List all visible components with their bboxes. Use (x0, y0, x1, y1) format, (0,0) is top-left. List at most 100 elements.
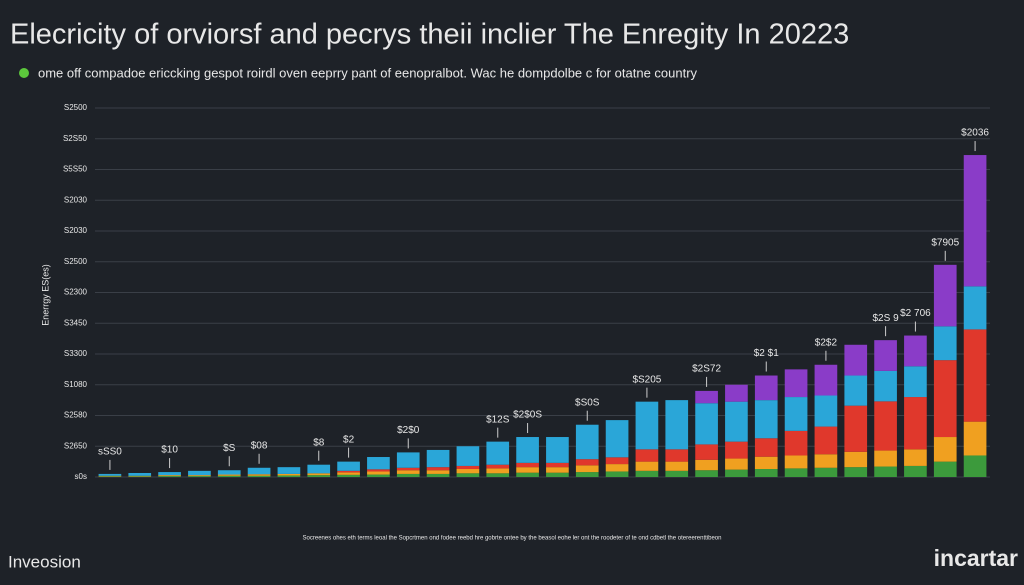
bar-segment (933, 461, 957, 477)
subtitle: ome off compadoe ericcking gespot roirdl… (38, 65, 698, 80)
bar-segment (277, 467, 301, 474)
bar-label: $10 (161, 445, 178, 456)
chart-title: Elecricity of orviorsf and pecrys theii … (10, 19, 849, 51)
bar-segment (546, 467, 569, 473)
y-tick-label: S1080 (64, 380, 88, 389)
bar-segment (486, 464, 510, 469)
bar-segment (665, 400, 689, 450)
bar-segment (874, 450, 897, 467)
bar-segment (963, 329, 987, 422)
bar-segment (635, 401, 659, 450)
y-tick-label: S2650 (64, 441, 88, 450)
bar-segment (516, 462, 539, 468)
bar-label: sSS0 (98, 447, 122, 458)
bar-segment (725, 401, 748, 442)
bar-segment (904, 465, 927, 477)
bar-segment (874, 466, 897, 477)
bar-segment (128, 476, 152, 477)
footnote: Socreenes ohes eth terms leoal the Sopcr… (303, 536, 722, 542)
bar-segment (486, 473, 510, 477)
bar-segment (695, 390, 718, 404)
bar-segment (486, 441, 510, 465)
bar-segment (784, 397, 808, 431)
bar-segment (665, 461, 689, 471)
bar-segment (754, 400, 778, 439)
bar-label: $2$0 (397, 425, 420, 436)
bar-segment (605, 464, 629, 472)
bar-segment (963, 455, 987, 477)
bar-segment (575, 424, 599, 460)
bar-segment (605, 420, 629, 458)
bar-label: $2 706 (900, 308, 931, 319)
bar-segment (546, 472, 569, 477)
bar-segment (396, 452, 420, 468)
y-tick-label: S2030 (64, 195, 88, 204)
bar-label: $08 (251, 440, 268, 451)
bar-segment (516, 467, 539, 473)
bar-segment (217, 474, 241, 476)
bar-segment (426, 473, 450, 477)
bar-segment (247, 474, 271, 476)
bar-segment (635, 449, 659, 462)
bar-segment (784, 468, 808, 477)
bar-segment (516, 437, 539, 463)
bar-segment (367, 469, 390, 472)
bar-segment (904, 366, 927, 398)
bar-segment (367, 474, 390, 477)
bar-segment (904, 449, 927, 466)
bar-segment (695, 470, 718, 477)
y-tick-label: S3450 (64, 318, 88, 327)
bar-segment (725, 458, 748, 470)
bar-label: $2$2 (815, 337, 838, 348)
bar-segment (307, 464, 331, 474)
bar-segment (98, 473, 122, 476)
bar-segment (933, 360, 957, 438)
bar-segment (933, 264, 957, 327)
bar-segment (695, 459, 718, 471)
bar-segment (456, 469, 480, 474)
bar-segment (575, 459, 599, 466)
y-axis-label: Enerrgy ES(es) (40, 264, 50, 326)
bar-segment (874, 401, 897, 451)
bar-segment (665, 449, 689, 462)
bar-segment (725, 384, 748, 402)
y-tick-label: S3300 (64, 349, 88, 358)
bar-segment (754, 438, 778, 457)
bar-segment (158, 476, 181, 477)
bar-segment (337, 470, 360, 473)
bar-segment (98, 475, 122, 477)
bar-segment (814, 364, 838, 396)
bar-segment (754, 456, 778, 470)
bar-label: $S0S (575, 397, 600, 408)
bar-segment (188, 470, 211, 476)
bar-segment (277, 473, 301, 476)
bar-segment (605, 457, 629, 465)
bar-segment (337, 474, 360, 477)
bar-segment (844, 405, 868, 452)
bar-segment (904, 397, 927, 450)
bar-segment (575, 465, 599, 473)
bar-segment (546, 462, 569, 468)
bar-segment (635, 461, 659, 471)
bar-segment (516, 472, 539, 477)
bar-segment (844, 467, 868, 477)
bar-segment (725, 469, 748, 477)
bar-segment (814, 426, 838, 455)
y-tick-label: S2500 (64, 257, 88, 266)
bar-segment (754, 469, 778, 477)
bar-segment (128, 473, 152, 476)
bar-segment (426, 449, 450, 468)
y-tick-label: s0s (75, 472, 87, 481)
bar-segment (784, 430, 808, 456)
bar-segment (754, 375, 778, 401)
bar-label: $12S (486, 414, 510, 425)
y-tick-label: S5S50 (63, 165, 88, 174)
bar-segment (814, 454, 838, 468)
bar-segment (128, 475, 152, 477)
bar-segment (874, 370, 897, 402)
bar-segment (784, 369, 808, 398)
bar-segment (665, 470, 689, 477)
bar-segment (396, 467, 420, 471)
bar-segment (844, 344, 868, 376)
y-tick-label: S2S50 (63, 134, 88, 143)
